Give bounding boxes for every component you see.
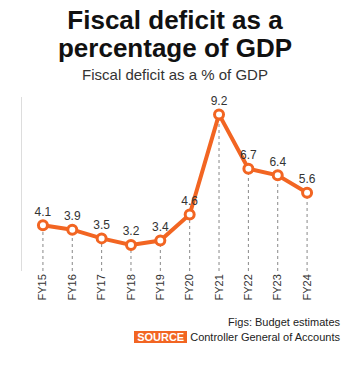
svg-text:6.4: 6.4 xyxy=(269,155,286,169)
svg-text:FY20: FY20 xyxy=(183,274,195,300)
svg-text:FY19: FY19 xyxy=(154,274,166,300)
svg-text:5.6: 5.6 xyxy=(299,172,316,186)
html-text:SOURCE: SOURCE xyxy=(137,331,185,343)
svg-text:4.6: 4.6 xyxy=(181,194,198,208)
svg-text:FY24: FY24 xyxy=(301,274,313,300)
svg-text:3.4: 3.4 xyxy=(152,220,169,234)
svg-text:3.9: 3.9 xyxy=(64,209,81,223)
svg-text:FY18: FY18 xyxy=(125,274,137,300)
html-text:Controller General of Accounts: Controller General of Accounts xyxy=(190,331,340,343)
html-text:Figs: Budget estimates: Figs: Budget estimates xyxy=(228,316,340,328)
svg-text:FY23: FY23 xyxy=(271,274,283,300)
svg-text:3.5: 3.5 xyxy=(93,218,110,232)
svg-text:6.7: 6.7 xyxy=(240,148,257,162)
svg-text:FY21: FY21 xyxy=(213,274,225,300)
svg-text:FY17: FY17 xyxy=(95,274,107,300)
svg-text:FY22: FY22 xyxy=(242,274,254,300)
svg-text:3.2: 3.2 xyxy=(123,224,140,238)
svg-text:FY15: FY15 xyxy=(37,274,49,300)
svg-text:FY16: FY16 xyxy=(66,274,78,300)
html-text:Fiscal deficit as a percentage: Fiscal deficit as a percentage of GDP xyxy=(58,5,292,63)
html-text:Fiscal deficit as a % of GDP: Fiscal deficit as a % of GDP xyxy=(82,66,268,83)
svg-text:9.2: 9.2 xyxy=(211,94,228,108)
svg-text:4.1: 4.1 xyxy=(35,205,52,219)
